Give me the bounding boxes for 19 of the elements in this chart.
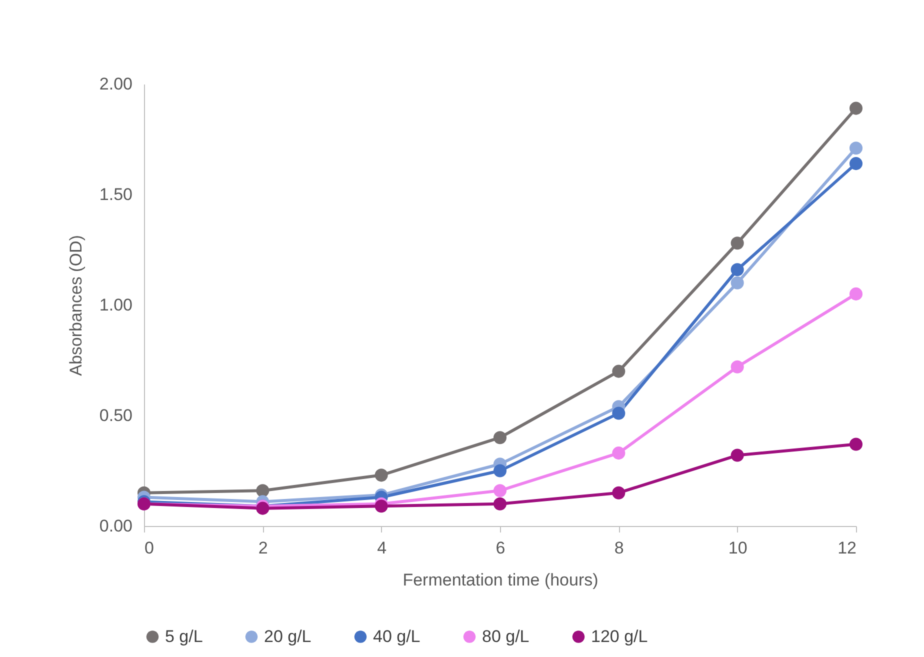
legend-label: 5 g/L [165,626,203,646]
x-axis-title: Fermentation time (hours) [402,570,598,590]
y-tick-label: 2.00 [99,74,132,94]
x-tick-label: 8 [614,538,624,558]
y-tick-label: 0.00 [99,516,132,536]
legend-label: 80 g/L [482,626,530,646]
legend-label: 120 g/L [591,626,648,646]
x-tick-label: 4 [377,538,387,558]
legend-label: 20 g/L [264,626,312,646]
x-tick-label: 6 [496,538,506,558]
y-axis-title: Absorbances (OD) [66,235,86,376]
legend-label: 40 g/L [373,626,420,646]
y-tick-label: 1.50 [99,185,132,204]
y-tick-label: 0.50 [99,406,132,425]
y-tick-label: 1.00 [99,296,132,314]
x-tick-label: 10 [728,538,748,558]
x-tick-label: 0 [144,538,154,558]
x-tick-label: 12 [838,538,856,558]
x-tick-label: 2 [258,538,268,558]
